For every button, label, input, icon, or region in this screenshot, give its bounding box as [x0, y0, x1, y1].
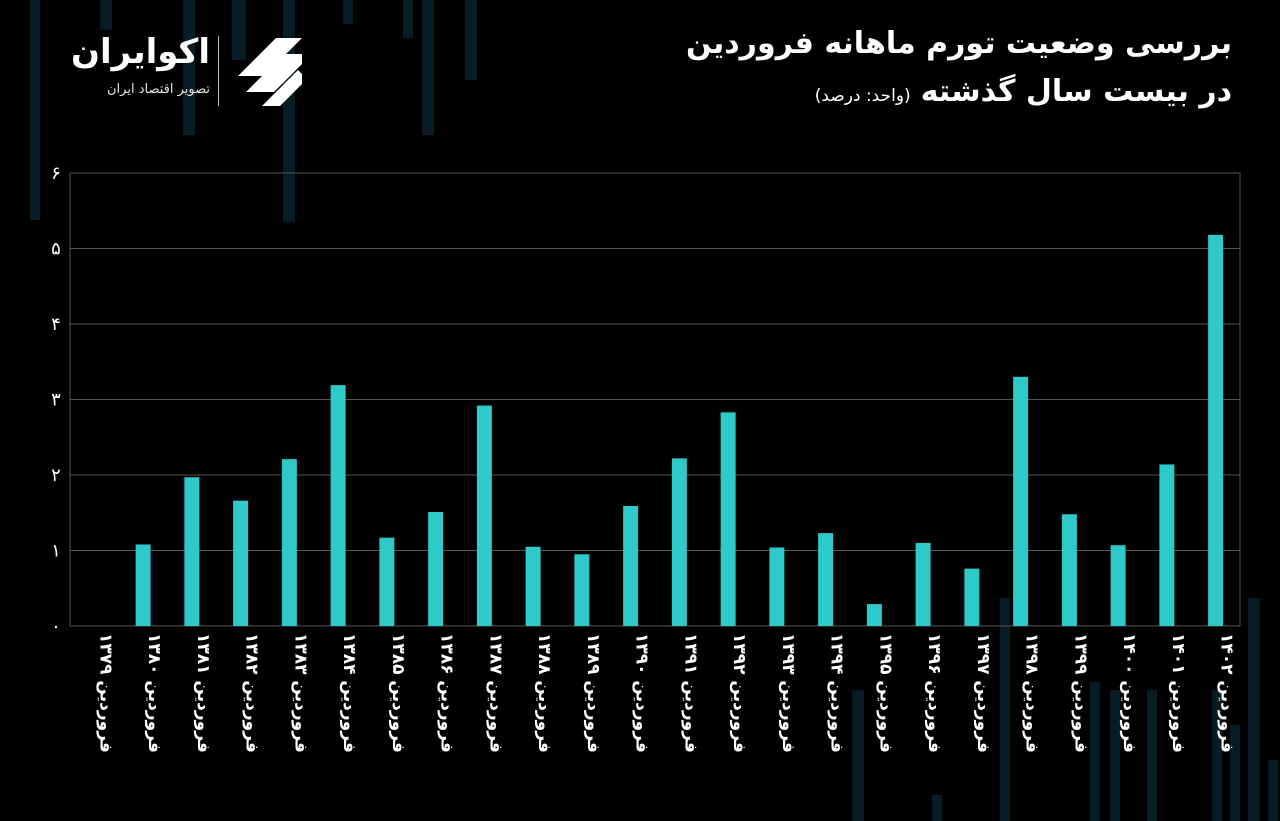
bar: [330, 385, 346, 626]
decor-bar-11: [852, 690, 864, 821]
decor-bar-5: [343, 0, 353, 24]
bar: [1061, 514, 1077, 626]
bar: [623, 505, 639, 626]
x-tick-label: فروردین ۱۳۸۱: [193, 633, 213, 753]
x-tick-label: فروردین ۱۳۹۷: [973, 633, 993, 753]
bar: [671, 458, 687, 626]
y-tick-label: ۰: [51, 616, 61, 637]
logo-divider: [218, 36, 219, 106]
decor-bar-9: [1000, 598, 1010, 821]
x-tick-label: فروردین ۱۳۹۲: [729, 633, 749, 753]
x-tick-label: فروردین ۱۳۸۹: [583, 633, 603, 753]
y-tick-label: ۲: [51, 465, 61, 486]
bar: [476, 405, 492, 626]
x-tick-label: فروردین ۱۳۹۶: [924, 633, 944, 753]
bar: [1013, 376, 1029, 626]
x-tick-label: فروردین ۱۳۹۱: [680, 633, 700, 753]
decor-bar-8: [465, 0, 477, 80]
x-tick-label: فروردین ۱۴۰۰: [1119, 633, 1139, 753]
decor-bar-15: [1147, 690, 1157, 821]
x-tick-label: فروردین ۱۳۸۷: [485, 633, 505, 753]
bar: [525, 546, 541, 626]
brand-tagline: تصویر اقتصاد ایران: [107, 82, 210, 97]
bar: [818, 533, 834, 626]
decor-bar-12: [932, 795, 942, 821]
bar: [135, 544, 151, 626]
bar: [769, 547, 785, 626]
y-tick-label: ۳: [51, 390, 61, 411]
x-tick-label: فروردین ۱۴۰۲: [1217, 633, 1237, 753]
bar: [428, 511, 444, 626]
x-tick-label: فروردین ۱۳۹۹: [1070, 633, 1090, 753]
bar: [281, 459, 297, 626]
x-tick-label: فروردین ۱۳۹۳: [778, 633, 798, 753]
bar: [866, 604, 882, 626]
decor-bar-18: [1212, 690, 1222, 821]
y-tick-label: ۴: [51, 314, 61, 335]
decor-bar-6: [403, 0, 413, 38]
decor-bar-17: [1268, 760, 1278, 821]
x-tick-label: فروردین ۱۳۸۰: [144, 633, 164, 753]
x-tick-label: فروردین ۱۳۸۴: [339, 633, 359, 753]
brand-mark-icon: [238, 38, 302, 106]
bar: [233, 500, 249, 626]
decor-bar-14: [1110, 690, 1120, 821]
x-tick-label: فروردین ۱۳۹۰: [632, 633, 652, 753]
x-tick-label: فروردین ۱۳۸۶: [437, 633, 457, 753]
decor-bar-7: [422, 0, 434, 135]
decor-bar-10: [1248, 598, 1260, 821]
unit-label: (واحد: درصد): [814, 86, 911, 106]
x-tick-label: فروردین ۱۳۸۸: [534, 633, 554, 753]
x-tick-label: فروردین ۱۳۷۹: [95, 633, 115, 753]
title-line-2-text: در بیست سال گذشته: [920, 74, 1232, 109]
bar: [379, 537, 395, 626]
bar: [184, 477, 200, 626]
bar: [915, 542, 931, 626]
y-tick-label: ۵: [51, 239, 61, 260]
brand-name: اکوایران: [71, 32, 210, 72]
x-tick-label: فروردین ۱۳۸۲: [242, 633, 262, 753]
decor-bar-1: [100, 0, 112, 30]
bar: [964, 568, 980, 626]
title-line-1: بررسی وضعیت تورم ماهانه فروردین: [686, 26, 1232, 61]
decor-bar-3: [232, 0, 246, 60]
x-tick-label: فروردین ۱۳۸۳: [290, 633, 310, 753]
bar: [1208, 234, 1224, 626]
title-line-2: در بیست سال گذشته (واحد: درصد): [686, 70, 1232, 118]
x-tick-label: فروردین ۱۴۰۱: [1168, 633, 1188, 753]
y-tick-label: ۶: [51, 163, 61, 184]
x-tick-label: فروردین ۱۳۹۸: [1022, 633, 1042, 753]
x-tick-label: فروردین ۱۳۹۵: [875, 633, 895, 753]
decor-bar-16: [1230, 725, 1240, 821]
decor-bar-13: [1090, 682, 1100, 821]
bar: [1110, 545, 1126, 626]
bar: [574, 554, 590, 626]
chart-title: بررسی وضعیت تورم ماهانه فروردین در بیست …: [686, 22, 1232, 118]
bar: [720, 412, 736, 626]
x-tick-label: فروردین ۱۳۹۴: [827, 633, 847, 753]
decor-bar-0: [30, 0, 40, 220]
decor-bar-2: [183, 0, 195, 135]
bar: [1159, 464, 1175, 626]
x-tick-label: فروردین ۱۳۸۵: [388, 633, 408, 753]
y-tick-label: ۱: [51, 541, 61, 562]
